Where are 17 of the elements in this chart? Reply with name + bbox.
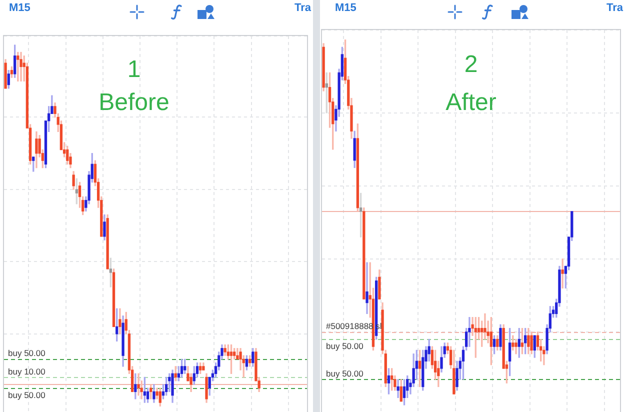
candlestick bbox=[396, 379, 400, 398]
text: 2 bbox=[464, 51, 478, 79]
text: Tra bbox=[606, 1, 623, 15]
text: Tra bbox=[294, 1, 311, 15]
ref-line-label: buy 10.00 bbox=[8, 366, 46, 376]
text: M15 bbox=[335, 1, 356, 15]
ref-line-label: buy 50.00 bbox=[8, 348, 46, 358]
text: After bbox=[446, 89, 496, 117]
ref-line-label: buy 50.00 bbox=[326, 341, 364, 352]
text: M15 bbox=[9, 1, 30, 15]
text: Before bbox=[98, 89, 170, 117]
text: 1 bbox=[127, 56, 141, 84]
candlestick bbox=[468, 317, 471, 347]
ref-line-label: buy 50.00 bbox=[8, 390, 46, 400]
candlestick bbox=[366, 262, 368, 314]
ref-line-label: buy 50.00 bbox=[326, 368, 364, 378]
candlestick bbox=[561, 258, 564, 288]
